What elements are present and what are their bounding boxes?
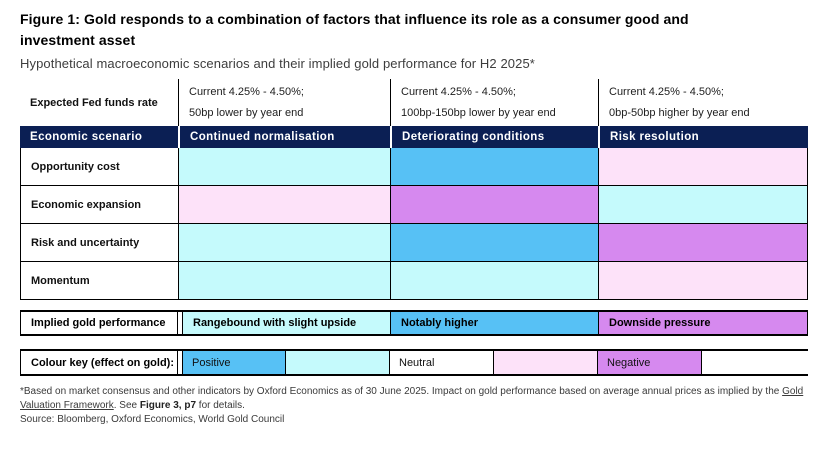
factor-row: Momentum (20, 262, 808, 300)
colour-key-swatch-neutral: Neutral (389, 351, 493, 374)
implied-performance-cell: Rangebound with slight upside (182, 312, 390, 334)
colour-key-swatch-positive: Positive (182, 351, 285, 374)
spacer (178, 351, 182, 374)
colour-key-swatch-negative: Negative (597, 351, 702, 374)
factor-label: Economic expansion (20, 186, 178, 224)
implied-performance-row: Implied gold performance Rangebound with… (20, 310, 808, 336)
colour-key-swatch-slightly-positive (285, 351, 389, 374)
factor-cell (598, 186, 808, 224)
implied-performance-label: Implied gold performance (20, 312, 178, 334)
factor-row: Economic expansion (20, 186, 808, 224)
fed-line2: 50bp lower by year end (189, 107, 304, 119)
fed-funds-row: Expected Fed funds rate Current 4.25% - … (20, 79, 808, 126)
fed-line1: Current 4.25% - 4.50%; (189, 86, 304, 98)
fed-funds-cell: Current 4.25% - 4.50%; 0bp-50bp higher b… (598, 79, 808, 126)
footnote: *Based on market consensus and other ind… (20, 385, 822, 413)
factor-cell (178, 262, 390, 300)
implied-performance-cell: Downside pressure (598, 312, 808, 334)
fed-line1: Current 4.25% - 4.50%; (609, 86, 724, 98)
footnote-figure-ref: Figure 3, p7 (139, 400, 197, 411)
colour-key-swatch-slightly-negative (493, 351, 597, 374)
scenario-header-label: Economic scenario (20, 126, 178, 148)
footnote-text: . See (113, 400, 140, 411)
scenario-header-cell: Deteriorating conditions (390, 126, 598, 148)
factor-cell (178, 148, 390, 186)
factor-row: Opportunity cost (20, 148, 808, 186)
factor-cell (178, 186, 390, 224)
factor-cell (598, 148, 808, 186)
fed-line2: 100bp-150bp lower by year end (401, 107, 556, 119)
fed-funds-cell: Current 4.25% - 4.50%; 50bp lower by yea… (178, 79, 390, 126)
factor-cell (390, 262, 598, 300)
fed-funds-cell: Current 4.25% - 4.50%; 100bp-150bp lower… (390, 79, 598, 126)
factor-cell (390, 186, 598, 224)
scenario-table: Expected Fed funds rate Current 4.25% - … (20, 79, 808, 376)
figure-title: Figure 1: Gold responds to a combination… (20, 11, 689, 48)
figure-subtitle: Hypothetical macroeconomic scenarios and… (20, 56, 535, 71)
spacer (178, 312, 182, 334)
fed-line1: Current 4.25% - 4.50%; (401, 86, 516, 98)
factor-label: Opportunity cost (20, 148, 178, 186)
scenario-header-row: Economic scenario Continued normalisatio… (20, 126, 808, 148)
fed-line2: 0bp-50bp higher by year end (609, 107, 750, 119)
implied-performance-cell: Notably higher (390, 312, 598, 334)
footnote-text: for details. (196, 400, 245, 411)
fed-funds-label: Expected Fed funds rate (30, 96, 158, 109)
factor-label: Risk and uncertainty (20, 224, 178, 262)
factor-cell (178, 224, 390, 262)
factor-cell (390, 224, 598, 262)
colour-key-row: Colour key (effect on gold): Positive Ne… (20, 349, 808, 376)
footnote-text: *Based on market consensus and other ind… (20, 386, 783, 397)
source-line: Source: Bloomberg, Oxford Economics, Wor… (20, 414, 285, 425)
factor-label: Momentum (20, 262, 178, 300)
factor-cell (390, 148, 598, 186)
colour-key-filler (702, 351, 808, 374)
factor-row: Risk and uncertainty (20, 224, 808, 262)
factor-cell (598, 224, 808, 262)
scenario-header-cell: Risk resolution (598, 126, 808, 148)
scenario-header-cell: Continued normalisation (178, 126, 390, 148)
factor-cell (598, 262, 808, 300)
gold-valuation-framework-link[interactable]: Gold Valuation Framework (20, 386, 804, 411)
colour-key-label: Colour key (effect on gold): (20, 351, 178, 374)
